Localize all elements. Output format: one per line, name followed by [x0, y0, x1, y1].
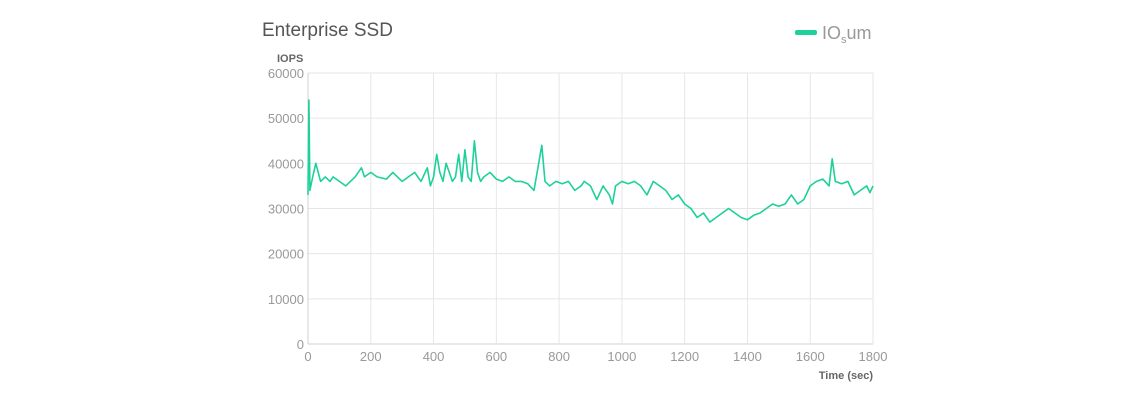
grid — [307, 72, 874, 345]
legend-swatch-iosum — [795, 30, 817, 35]
y-tick-label: 60000 — [268, 66, 304, 81]
y-tick-label: 40000 — [268, 156, 304, 171]
y-axis-label: IOPS — [277, 53, 303, 65]
legend-label-main: IO — [822, 23, 841, 43]
y-tick-label: 0 — [297, 337, 304, 352]
legend-label-tail: um — [847, 23, 872, 43]
x-tick-label: 1600 — [796, 349, 825, 364]
legend: IOsum — [795, 23, 872, 46]
x-tick-label: 1000 — [607, 349, 636, 364]
x-tick-label: 0 — [304, 349, 311, 364]
x-tick-label: 600 — [485, 349, 507, 364]
series-layer — [307, 99, 874, 223]
y-tick-label: 20000 — [268, 247, 304, 262]
y-tick-label: 30000 — [268, 202, 304, 217]
legend-label-iosum: IOsum — [822, 23, 872, 46]
y-tick-label: 50000 — [268, 111, 304, 126]
x-tick-label: 1400 — [733, 349, 762, 364]
x-tick-label: 200 — [360, 349, 382, 364]
legend-label-subscript: s — [841, 34, 847, 46]
series-line-iosum — [307, 99, 874, 223]
chart-title: Enterprise SSD — [262, 20, 393, 41]
tick-labels: 0 10000 20000 30000 40000 50000 60000 0 200 400 60… — [268, 66, 888, 364]
x-tick-label: 400 — [423, 349, 445, 364]
x-tick-label: 1200 — [670, 349, 699, 364]
x-tick-label: 1800 — [859, 349, 888, 364]
x-tick-label: 800 — [548, 349, 570, 364]
x-axis-label: Time (sec) — [819, 370, 874, 382]
y-tick-label: 10000 — [268, 292, 304, 307]
